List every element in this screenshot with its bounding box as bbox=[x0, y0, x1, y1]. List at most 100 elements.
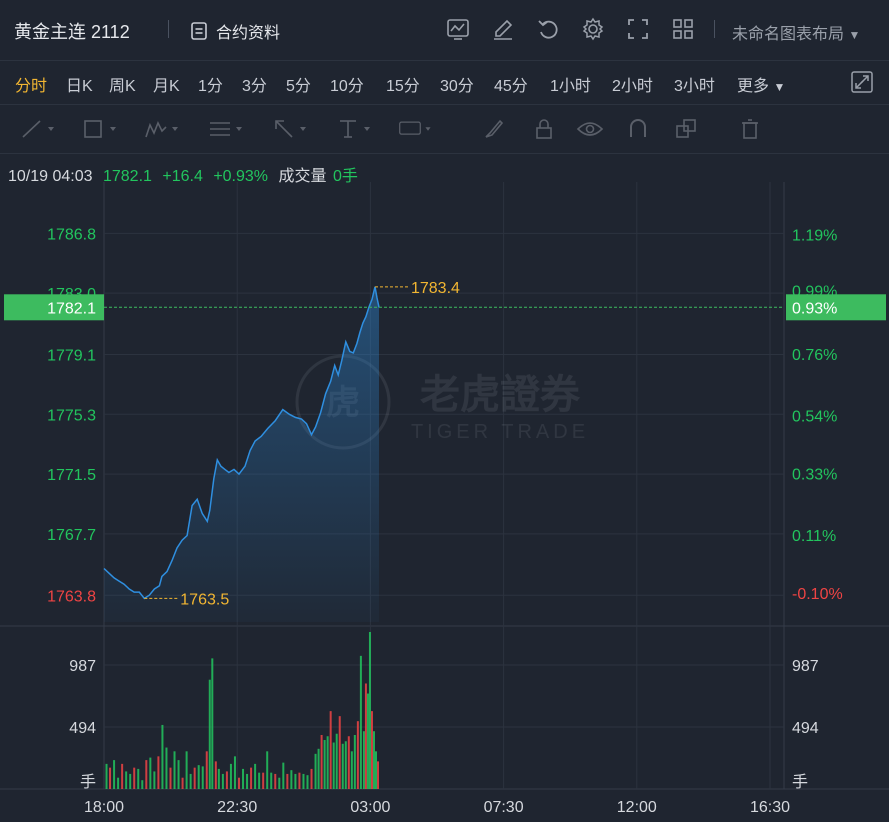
volume-bar bbox=[286, 773, 289, 789]
volume-bar bbox=[282, 762, 285, 789]
layers-icon[interactable] bbox=[668, 117, 704, 141]
period-tab-day[interactable]: 日K bbox=[66, 78, 93, 95]
volume-bar bbox=[262, 772, 265, 789]
volume-bar bbox=[359, 655, 362, 789]
expand-icon[interactable] bbox=[850, 70, 874, 94]
volume-bar bbox=[153, 771, 156, 789]
volume-bar bbox=[237, 777, 240, 789]
time-tick-label: 03:00 bbox=[350, 799, 390, 816]
watermark-en: TIGER TRADE bbox=[411, 421, 589, 443]
volume-bar bbox=[362, 731, 365, 789]
volume-bar bbox=[173, 751, 176, 789]
volume-bar bbox=[229, 763, 232, 789]
volume-bar bbox=[133, 767, 136, 789]
more-periods-dropdown[interactable]: 更多 ▼ bbox=[737, 72, 785, 96]
pct-tick-label: 0.11% bbox=[792, 528, 836, 545]
price-area bbox=[104, 286, 379, 622]
volume-bar bbox=[214, 761, 217, 789]
volume-bar bbox=[137, 768, 140, 789]
volume-bar bbox=[341, 743, 344, 789]
period-tab-45m[interactable]: 45分 bbox=[494, 78, 528, 95]
measure-tool-icon[interactable] bbox=[336, 117, 372, 141]
eye-icon[interactable] bbox=[572, 117, 608, 141]
volume-bar bbox=[225, 771, 228, 789]
volume-bar bbox=[105, 763, 108, 789]
volume-bar bbox=[326, 736, 329, 789]
edit-icon[interactable] bbox=[490, 16, 516, 42]
volume-bar bbox=[370, 711, 373, 789]
period-tab-30m[interactable]: 30分 bbox=[440, 78, 474, 95]
low-label: 1763.5 bbox=[180, 591, 229, 608]
quote-price: 1782.1 bbox=[102, 168, 152, 185]
layout-dropdown[interactable]: 未命名图表布局 ▼ bbox=[732, 20, 860, 44]
period-tab-5m[interactable]: 5分 bbox=[286, 78, 311, 95]
volume-bar bbox=[368, 631, 371, 789]
arrow-tool-icon[interactable] bbox=[272, 117, 308, 141]
text-tool-icon[interactable] bbox=[398, 117, 434, 141]
line-tool-icon[interactable] bbox=[20, 117, 56, 141]
period-tab-1m[interactable]: 1分 bbox=[198, 78, 223, 95]
period-tab-3m[interactable]: 3分 bbox=[242, 78, 267, 95]
price-tick-label: 1771.5 bbox=[47, 467, 96, 484]
quote-info-line: 10/19 04:03 1782.1 +16.4 +0.93% 成交量 0手 bbox=[8, 162, 364, 186]
current-pct-box bbox=[786, 294, 886, 321]
instrument-title[interactable]: 黄金主连 2112 bbox=[14, 22, 130, 42]
period-tab-month[interactable]: 月K bbox=[153, 78, 180, 95]
volume-bar bbox=[306, 775, 309, 789]
period-tab-2h[interactable]: 2小时 bbox=[612, 78, 653, 95]
volume-bar bbox=[274, 773, 277, 789]
time-tick-label: 07:30 bbox=[484, 799, 524, 816]
trash-icon[interactable] bbox=[732, 117, 768, 141]
volume-bar bbox=[125, 771, 128, 789]
pattern-tool-icon[interactable] bbox=[144, 117, 180, 141]
price-tick-label: 1779.1 bbox=[47, 348, 96, 365]
lock-icon[interactable] bbox=[526, 117, 562, 141]
volume-bar bbox=[377, 761, 380, 789]
chart-icon[interactable] bbox=[445, 16, 471, 42]
rectangle-tool-icon[interactable] bbox=[82, 117, 118, 141]
volume-bar bbox=[169, 767, 172, 789]
magnet-icon[interactable] bbox=[620, 117, 656, 141]
fullscreen-icon[interactable] bbox=[625, 16, 651, 42]
fib-tool-icon[interactable] bbox=[208, 117, 244, 141]
volume-tick-label: 987 bbox=[69, 658, 96, 675]
period-tab-1h[interactable]: 1小时 bbox=[550, 78, 591, 95]
volume-bar bbox=[353, 734, 356, 789]
price-tick-label: 1763.8 bbox=[47, 588, 96, 605]
price-line bbox=[103, 286, 380, 600]
watermark-cn: 老虎證券 bbox=[420, 372, 581, 417]
volume-bar bbox=[185, 751, 188, 789]
current-price-box bbox=[4, 294, 104, 321]
caret-down-icon: ▼ bbox=[848, 28, 861, 42]
volume-bar bbox=[109, 767, 112, 789]
volume-bar bbox=[233, 756, 236, 789]
gear-icon[interactable] bbox=[580, 16, 606, 42]
caret-down-icon: ▼ bbox=[773, 80, 786, 94]
volume-bar bbox=[347, 736, 350, 789]
volume-bar bbox=[254, 763, 257, 789]
volume-bar bbox=[314, 753, 317, 789]
time-axis: 18:00 22:30 03:00 07:30 12:00 16:30 bbox=[84, 799, 790, 816]
period-tab-3h[interactable]: 3小时 bbox=[674, 78, 715, 95]
volume-bar bbox=[201, 766, 204, 789]
pct-tick-label: 0.33% bbox=[792, 467, 837, 484]
volume-value: 0手 bbox=[332, 168, 358, 185]
volume-tick-label: 494 bbox=[69, 720, 96, 737]
volume-label: 成交量 bbox=[278, 168, 327, 185]
grid-icon[interactable] bbox=[670, 16, 696, 42]
quote-datetime: 10/19 04:03 bbox=[8, 168, 93, 185]
brush-icon[interactable] bbox=[476, 117, 512, 141]
period-tab-15m[interactable]: 15分 bbox=[386, 78, 420, 95]
pct-tick-label: 0.76% bbox=[792, 347, 837, 364]
contract-info-button[interactable]: 合约资料 bbox=[190, 19, 280, 43]
pct-tick-label: 1.41% bbox=[792, 182, 837, 184]
period-tab-10m[interactable]: 10分 bbox=[330, 78, 364, 95]
period-tab-time[interactable]: 分时 bbox=[15, 78, 48, 95]
volume-bar bbox=[335, 733, 338, 789]
undo-icon[interactable] bbox=[535, 16, 561, 42]
period-tab-week[interactable]: 周K bbox=[109, 78, 136, 95]
volume-bar bbox=[294, 773, 297, 789]
time-tick-label: 18:00 bbox=[84, 799, 124, 816]
grid bbox=[0, 182, 889, 790]
